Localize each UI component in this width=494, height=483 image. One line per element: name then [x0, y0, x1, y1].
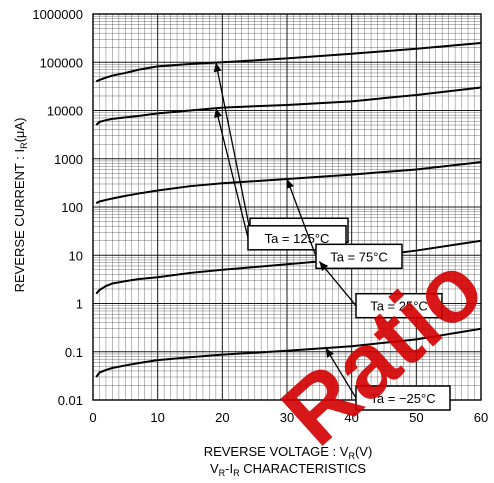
x-tick-label: 40: [344, 410, 358, 425]
series-label: Ta = 25°C: [370, 299, 428, 314]
x-axis-label: REVERSE VOLTAGE : VR(V): [204, 444, 373, 461]
x-tick-label: 30: [280, 410, 294, 425]
annotation-arrow: [325, 347, 357, 399]
y-tick-label: 0.1: [65, 345, 83, 360]
annotation-arrowhead: [286, 179, 294, 189]
x-tick-label: 20: [215, 410, 229, 425]
series-line: [95, 327, 482, 378]
x-tick-label: 0: [89, 410, 96, 425]
series-label: Ta = −25°C: [370, 391, 435, 406]
annotation-box: [355, 292, 443, 319]
annotation-box: [315, 243, 403, 270]
chart-caption: VR-IR CHARACTERISTICS: [210, 461, 366, 478]
annotation-arrowhead: [325, 348, 334, 358]
y-axis-label: REVERSE CURRENT : IR(μA): [12, 118, 29, 293]
plot-frame: [92, 13, 482, 401]
y-tick-label: 1000000: [32, 7, 83, 22]
annotations: Ta = 150°CTa = 125°CTa = 75°CTa = 25°CTa…: [213, 62, 451, 411]
annotation-arrowhead: [213, 62, 222, 73]
annotation-arrow: [318, 261, 357, 307]
series-line: [95, 42, 482, 83]
annotation-arrowhead: [319, 261, 329, 271]
y-tick-label: 100000: [40, 55, 83, 70]
x-tick-labels: 0 10 20 30 40 50 60: [89, 410, 488, 425]
plot-border: [92, 13, 482, 401]
y-tick-label: 1: [76, 297, 83, 312]
series-label: Ta = 75°C: [330, 249, 388, 264]
x-tick-label: 50: [409, 410, 423, 425]
y-tick-label: 10: [69, 248, 83, 263]
y-tick-label: 1000: [54, 152, 83, 167]
annotation-arrow: [215, 108, 249, 238]
x-tick-label: 60: [474, 410, 488, 425]
y-tick-label: 10000: [47, 104, 83, 119]
series-label: Ta = 125°C: [265, 231, 330, 246]
annotation-arrow: [215, 62, 251, 231]
x-tick-label: 10: [150, 410, 164, 425]
annotation-box: [355, 385, 451, 411]
annotation-arrowhead: [214, 108, 222, 118]
series-line: [95, 86, 482, 126]
y-tick-label: 100: [61, 200, 83, 215]
y-tick-labels: 0.01 0.1 1 10 100 1000 10000 100000 1000000: [32, 7, 83, 408]
y-tick-label: 0.01: [58, 393, 83, 408]
annotation-arrow: [286, 178, 317, 257]
series-line: [95, 161, 482, 205]
